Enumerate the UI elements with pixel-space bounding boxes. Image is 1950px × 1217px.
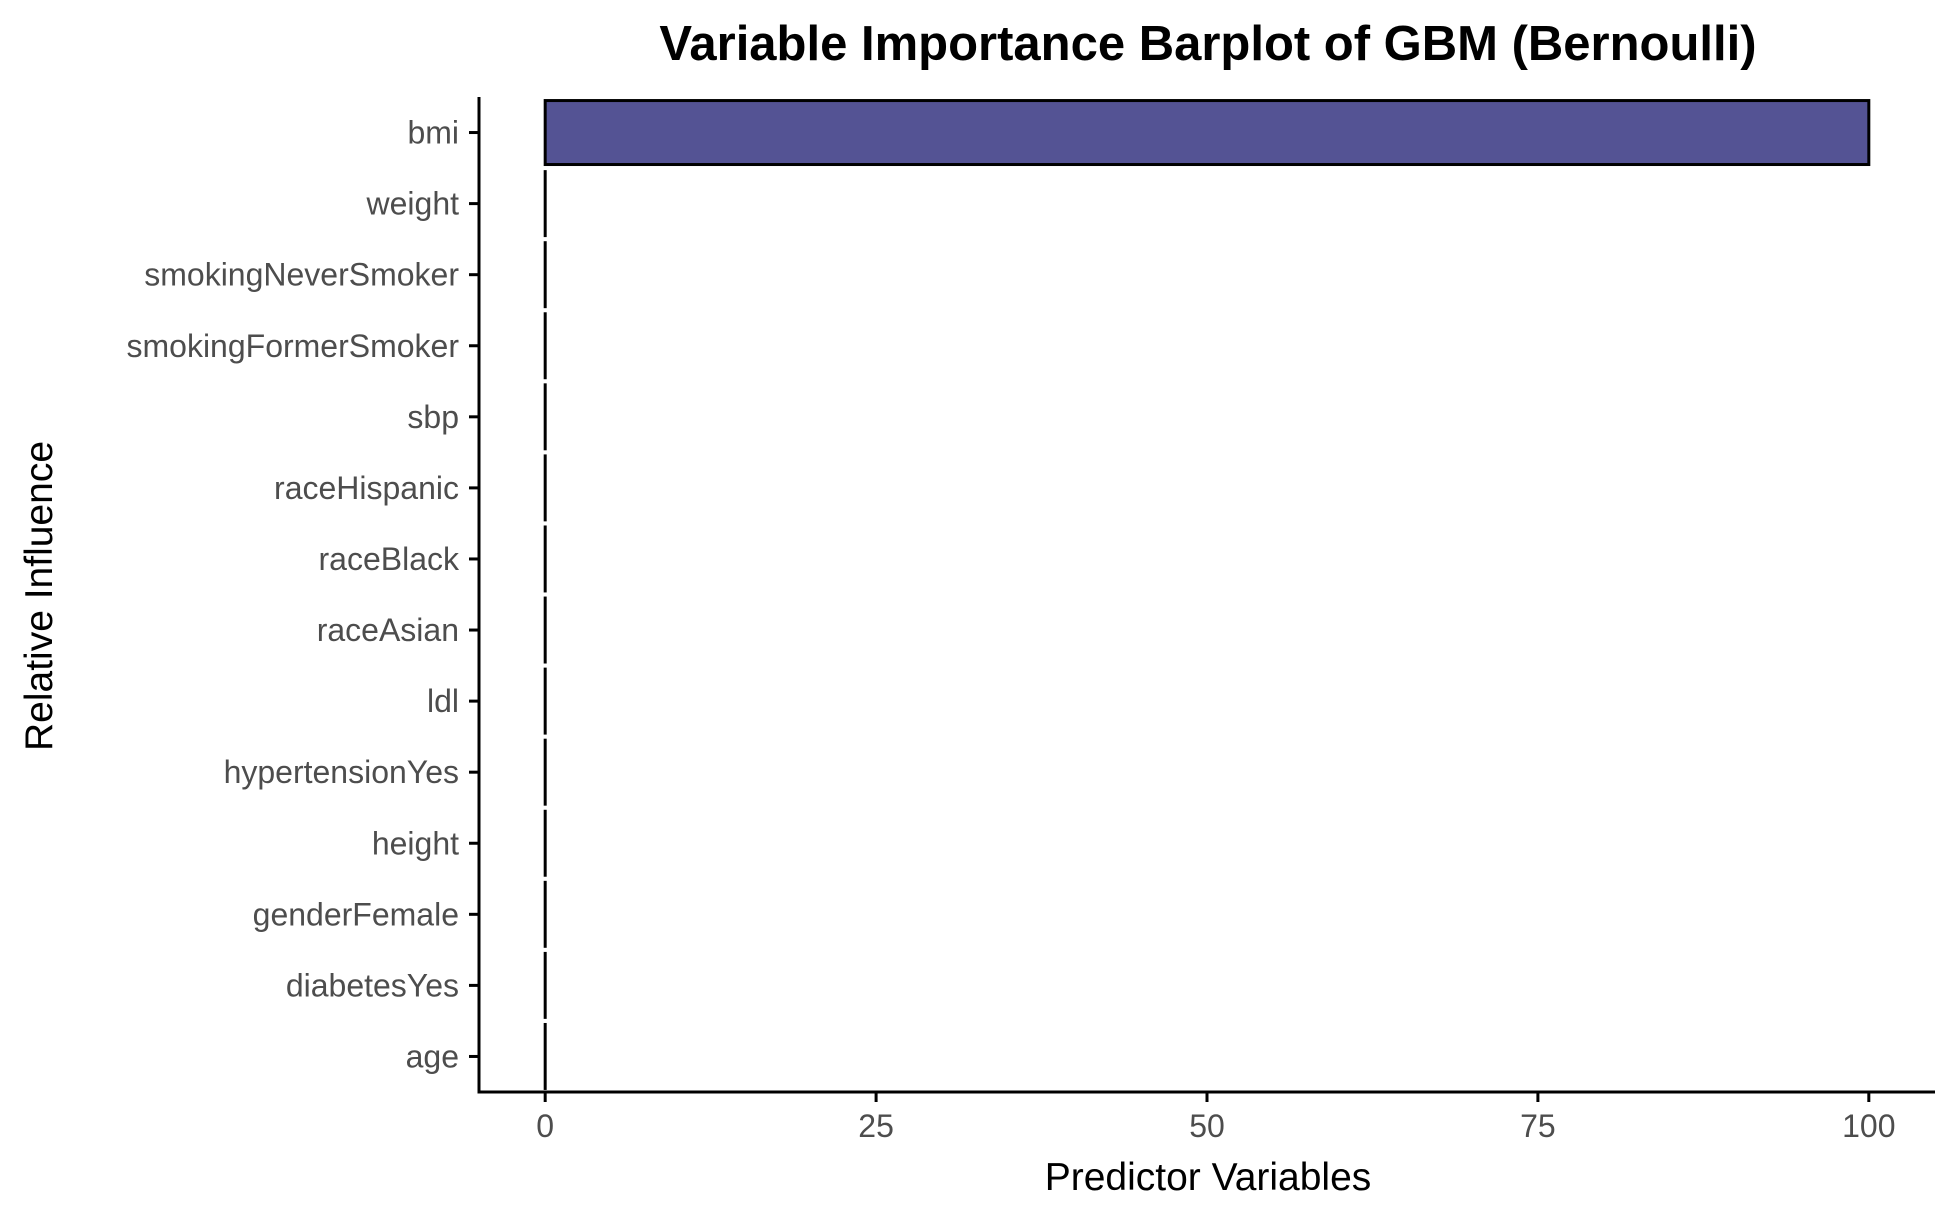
bar-bmi (543, 99, 1871, 167)
y-tick-label-diabetesYes: diabetesYes (286, 967, 459, 1003)
y-tick-label-weight: weight (366, 186, 460, 222)
plot-area: bmi weight smokingNeverSmoker smokingFormer… (126, 97, 1935, 1144)
x-tick-label-0: 0 (536, 1108, 554, 1144)
y-tick-label-raceHispanic: raceHispanic (274, 470, 459, 506)
y-tick-label-age: age (406, 1038, 459, 1074)
x-tick-label-75: 75 (1520, 1108, 1556, 1144)
y-tick-label-raceBlack: raceBlack (319, 541, 461, 577)
y-tick-label-bmi: bmi (407, 115, 459, 151)
y-tick-label-smokingFormerSmoker: smokingFormerSmoker (126, 328, 459, 364)
y-tick-label-hypertensionYes: hypertensionYes (224, 754, 459, 790)
y-axis-title: Relative Influence (18, 441, 61, 751)
x-tick-label-50: 50 (1189, 1108, 1225, 1144)
chart-title: Variable Importance Barplot of GBM (Bern… (659, 17, 1756, 71)
y-tick-label-raceAsian: raceAsian (317, 612, 459, 648)
x-axis-title: Predictor Variables (1045, 1156, 1372, 1199)
y-tick-label-height: height (372, 825, 459, 861)
y-tick-label-smokingNeverSmoker: smokingNeverSmoker (144, 257, 459, 293)
x-tick-label-100: 100 (1842, 1108, 1895, 1144)
y-tick-label-ldl: ldl (427, 683, 459, 719)
x-tick-label-25: 25 (858, 1108, 894, 1144)
y-tick-label-genderFemale: genderFemale (253, 896, 459, 932)
y-tick-label-sbp: sbp (407, 399, 459, 435)
